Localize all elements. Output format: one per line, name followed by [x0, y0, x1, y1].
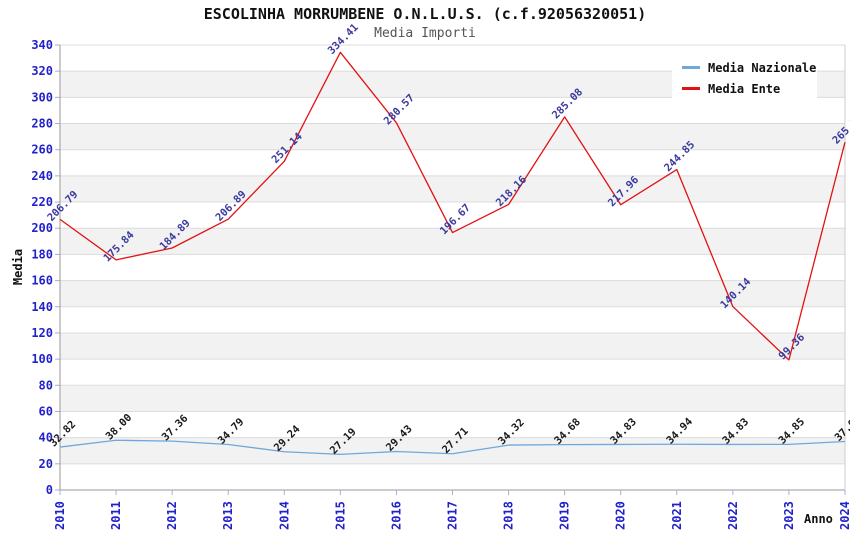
- x-tick-label: 2013: [221, 501, 235, 530]
- chart-subtitle: Media Importi: [374, 26, 476, 41]
- y-tick-label: 0: [46, 483, 53, 497]
- y-tick-label: 300: [31, 90, 53, 104]
- x-tick-label: 2016: [389, 501, 403, 530]
- media-ente-line: [59, 51, 846, 361]
- x-tick-label: 2023: [782, 501, 796, 530]
- x-tick-label: 2012: [165, 501, 179, 530]
- media-nazionale-line: [59, 439, 846, 456]
- legend-label-media-ente: Media Ente: [708, 81, 781, 96]
- x-tick-label: 2018: [502, 501, 516, 530]
- band: [60, 123, 845, 150]
- x-axis-title: Anno: [804, 512, 833, 526]
- y-tick-label: 40: [39, 431, 53, 445]
- media-nazionale-point-label: 37.05: [832, 413, 850, 444]
- y-tick-label: 140: [31, 300, 53, 314]
- y-tick-label: 100: [31, 352, 53, 366]
- x-tick-label: 2020: [614, 501, 628, 530]
- legend: Media Nazionale Media Ente: [672, 52, 817, 100]
- band: [60, 175, 845, 203]
- x-tick-label: 2017: [446, 501, 460, 530]
- x-tick-label: 2011: [109, 501, 123, 530]
- band: [60, 385, 845, 412]
- y-tick-label: 80: [39, 378, 53, 392]
- media-ente-point-label: 334.41: [326, 22, 361, 57]
- media-nazionale-line-marker: [682, 66, 700, 69]
- band: [60, 332, 845, 360]
- media-ente-line-marker: [682, 87, 700, 90]
- x-tick-label: 2024: [838, 501, 850, 530]
- y-tick-label: 240: [31, 169, 53, 183]
- y-tick-label: 160: [31, 274, 53, 288]
- y-tick-label: 280: [31, 117, 53, 131]
- chart-title: ESCOLINHA MORRUMBENE O.N.L.U.S. (c.f.920…: [203, 5, 647, 23]
- legend-item-media-ente: Media Ente: [682, 78, 817, 99]
- x-tick-label: 2015: [333, 501, 347, 530]
- y-tick-label: 260: [31, 143, 53, 157]
- x-tick-label: 2010: [53, 501, 67, 530]
- y-tick-label: 180: [31, 247, 53, 261]
- legend-label-media-nazionale: Media Nazionale: [708, 60, 817, 75]
- y-tick-label: 120: [31, 326, 53, 340]
- y-tick-label: 200: [31, 221, 53, 235]
- legend-item-media-nazionale: Media Nazionale: [682, 57, 817, 78]
- y-tick-label: 60: [39, 404, 53, 418]
- x-tick-label: 2021: [670, 501, 684, 530]
- y-axis-title: Media: [11, 248, 25, 286]
- y-tick-label: 340: [31, 38, 53, 52]
- y-tick-label: 320: [31, 64, 53, 78]
- x-tick-label: 2022: [726, 501, 740, 530]
- x-tick-label: 2019: [558, 501, 572, 530]
- y-tick-label: 220: [31, 195, 53, 209]
- band: [60, 280, 845, 307]
- y-tick-label: 20: [39, 457, 53, 471]
- x-tick-label: 2014: [277, 501, 291, 530]
